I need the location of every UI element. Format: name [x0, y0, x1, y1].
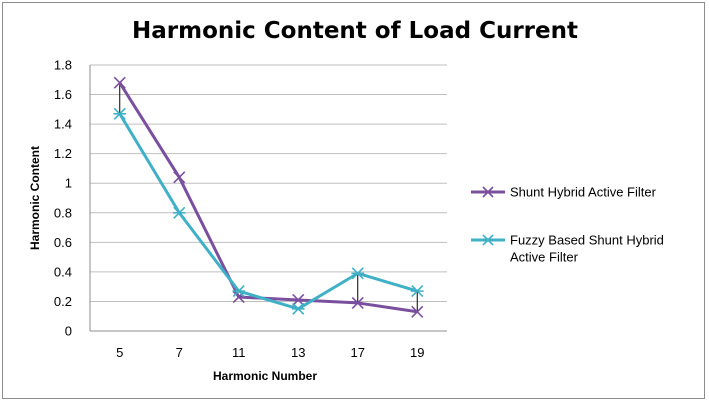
x-tick-label: 5 — [116, 345, 123, 360]
chart-frame — [2, 2, 705, 399]
data-point — [113, 76, 126, 89]
x-tick-labels: 5 7 11 13 17 19 — [116, 345, 424, 360]
y-tick-label: 0.4 — [54, 264, 72, 279]
y-tick-label: 0.6 — [54, 235, 72, 250]
legend-marker — [482, 186, 494, 198]
x-tick-label: 17 — [351, 345, 365, 360]
legend: Shunt Hybrid Active Filter Fuzzy Based Sh… — [471, 185, 664, 265]
x-tick-label: 7 — [176, 345, 183, 360]
series-2 — [113, 107, 424, 315]
y-tick-label: 1.2 — [54, 146, 72, 161]
chart-title: Harmonic Content of Load Current — [132, 18, 578, 44]
data-point — [351, 296, 364, 309]
x-tick-label: 13 — [291, 345, 305, 360]
y-tick-label: 1.4 — [54, 117, 72, 132]
y-tick-label: 0 — [65, 324, 72, 339]
data-point — [113, 107, 127, 120]
difference-connectors — [119, 82, 418, 312]
y-tick-label: 1.8 — [54, 58, 72, 73]
legend-marker — [482, 234, 494, 246]
x-tick-label: 11 — [232, 345, 246, 360]
series-layer — [113, 76, 424, 318]
data-point — [410, 285, 424, 298]
legend-label: Shunt Hybrid Active Filter — [510, 185, 657, 200]
data-point — [411, 305, 424, 318]
y-tick-label: 1.6 — [54, 87, 72, 102]
x-tick-label: 19 — [410, 345, 424, 360]
data-point — [232, 285, 246, 298]
data-point — [172, 206, 186, 219]
data-point — [292, 293, 305, 307]
data-point — [351, 267, 365, 280]
legend-item: Shunt Hybrid Active Filter — [471, 185, 657, 200]
y-axis-title: Harmonic Content — [28, 146, 42, 250]
y-tick-label: 1 — [65, 176, 72, 191]
y-tick-label: 0.2 — [54, 294, 72, 309]
y-tick-labels: 0 0.2 0.4 0.6 0.8 1 1.2 1.4 1.6 1.8 — [54, 58, 72, 339]
legend-item: Fuzzy Based Shunt Hybrid Active Filter — [471, 233, 664, 265]
data-point — [173, 171, 186, 184]
gridlines — [89, 64, 447, 332]
series-1 — [113, 76, 424, 318]
data-point — [291, 302, 305, 315]
x-axis-title: Harmonic Number — [213, 369, 317, 383]
legend-label: Fuzzy Based Shunt Hybrid Active Filter — [510, 233, 664, 265]
y-tick-label: 0.8 — [54, 205, 72, 220]
series-line — [118, 112, 418, 311]
